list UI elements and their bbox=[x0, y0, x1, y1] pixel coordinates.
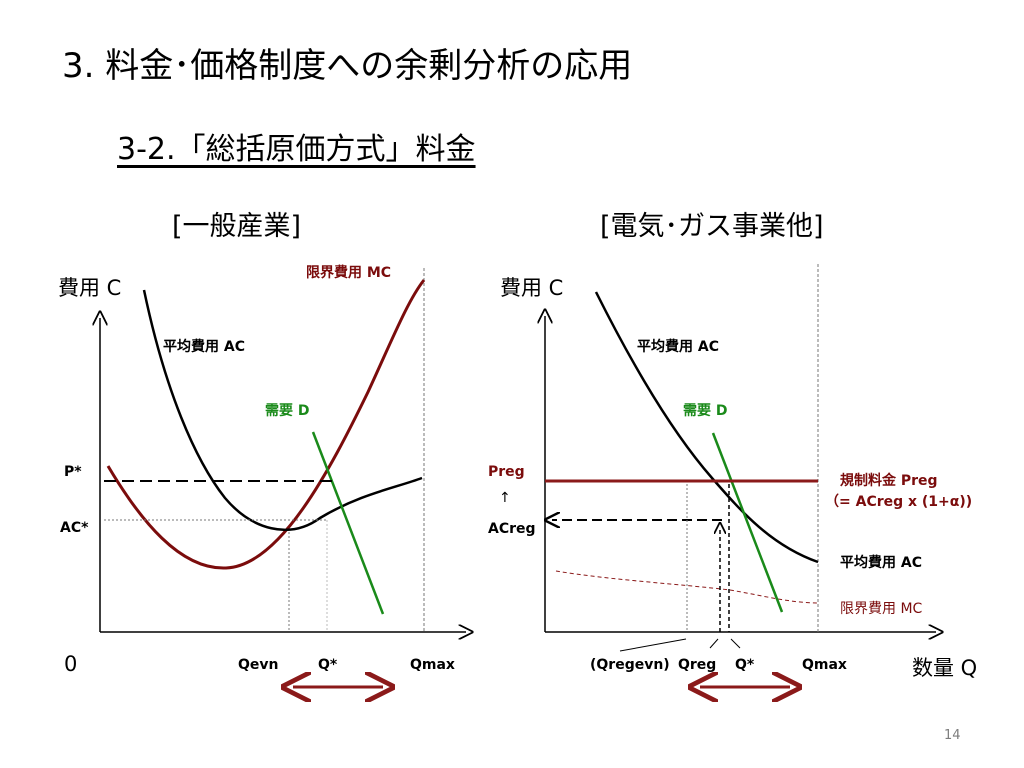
left-ac-curve bbox=[142, 289, 423, 532]
right-mc-curve bbox=[555, 570, 819, 604]
right-diagram bbox=[545, 264, 936, 687]
right-label-pointer-qstar bbox=[730, 638, 741, 649]
left-demand-label: 需要 D bbox=[265, 403, 310, 419]
left-mc-label: 限界費用 MC bbox=[306, 265, 392, 281]
right-label-pointer-qregevn bbox=[619, 638, 687, 652]
left-p-star-label: P* bbox=[64, 464, 82, 480]
right-acreg-label: ACreg bbox=[488, 521, 536, 537]
right-mc-label: 限界費用 MC bbox=[840, 601, 923, 617]
left-ac-star-label: AC* bbox=[60, 520, 89, 536]
right-panel-label: [電気･ガス事業他] bbox=[600, 211, 824, 242]
right-ac-curve bbox=[594, 291, 819, 564]
slide-title: 3. 料金･価格制度への余剰分析の応用 bbox=[62, 46, 633, 86]
origin-label: 0 bbox=[64, 652, 78, 676]
left-panel-label: [一般産業] bbox=[172, 211, 302, 242]
left-x-label-qstar: Q* bbox=[318, 657, 338, 673]
right-x-label-qreg: Qreg bbox=[678, 657, 717, 673]
right-reg-price-formula: （= ACreg x (1+α)) bbox=[825, 494, 973, 510]
right-demand-line bbox=[711, 432, 784, 613]
right-x-axis-label: 数量 Q bbox=[912, 656, 978, 680]
right-up-arrow: ↑ bbox=[499, 490, 511, 506]
right-x-label-qstar: Q* bbox=[735, 657, 755, 673]
right-y-axis-label: 費用 C bbox=[500, 276, 564, 300]
right-reg-price-label: 規制料金 Preg bbox=[840, 473, 938, 489]
right-ac-label-top: 平均費用 AC bbox=[637, 339, 719, 355]
left-mc-curve bbox=[106, 279, 426, 570]
right-demand-label: 需要 D bbox=[683, 403, 728, 419]
left-x-label-qevn: Qevn bbox=[238, 657, 279, 673]
left-y-axis-label: 費用 C bbox=[58, 276, 122, 300]
right-label-pointer-qreg bbox=[709, 638, 719, 649]
right-ac-label-right: 平均費用 AC bbox=[840, 555, 922, 571]
left-demand-line bbox=[311, 431, 385, 615]
left-x-label-qmax: Qmax bbox=[410, 657, 455, 673]
right-x-label-qregevn: (Qregevn) bbox=[590, 657, 670, 673]
right-preg-label: Preg bbox=[488, 464, 525, 480]
left-diagram bbox=[100, 268, 466, 687]
right-x-label-qmax: Qmax bbox=[802, 657, 847, 673]
page-number: 14 bbox=[944, 728, 961, 743]
slide-subtitle: 3-2.「総括原価方式」料金 bbox=[117, 132, 476, 167]
left-ac-label: 平均費用 AC bbox=[163, 339, 245, 355]
